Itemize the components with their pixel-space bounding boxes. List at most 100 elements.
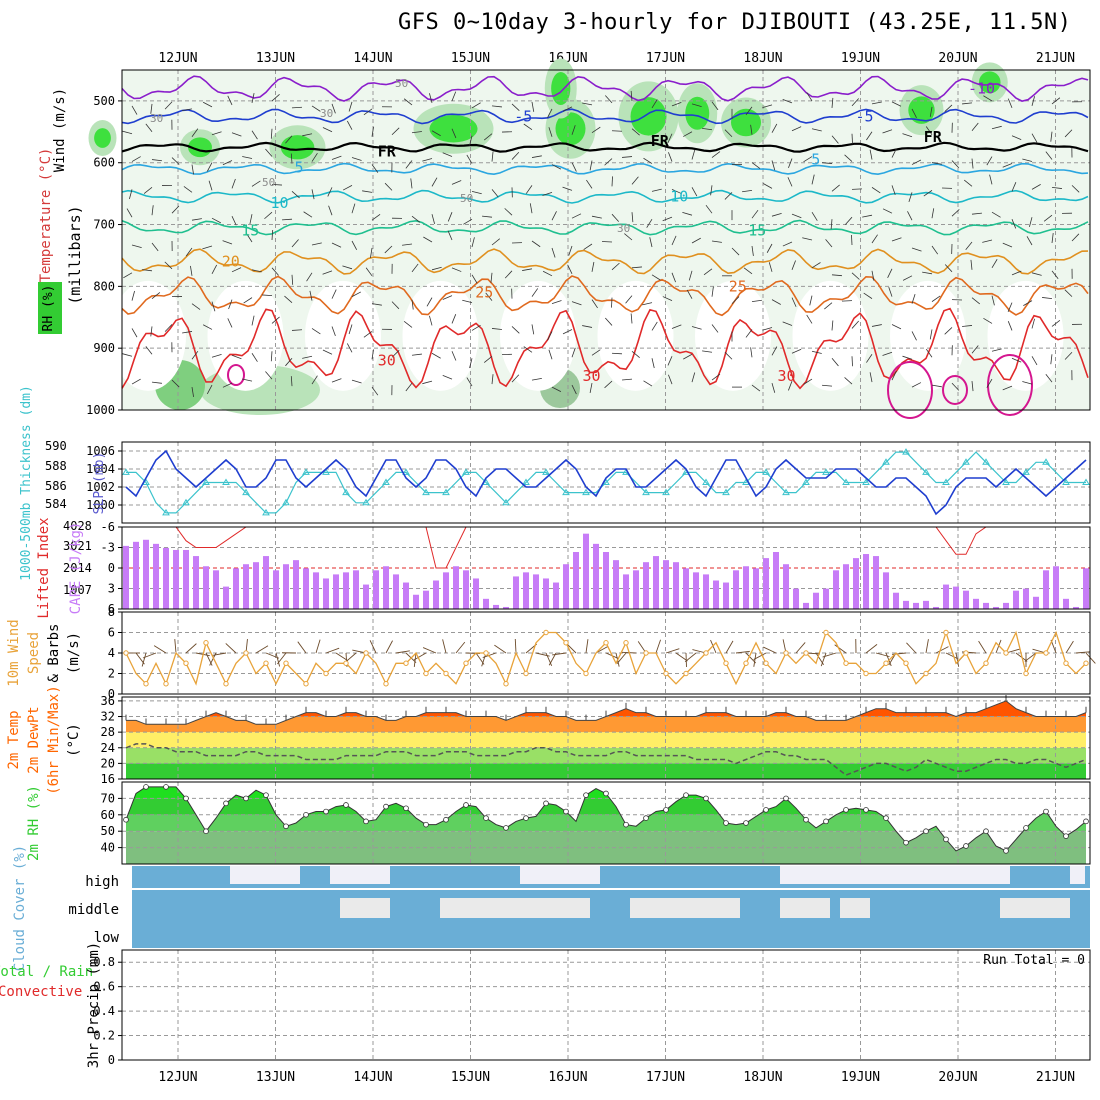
wind-barb (643, 380, 653, 387)
wind-speed-point (863, 670, 869, 677)
surface-wind-barb (585, 639, 589, 654)
wind-barb (311, 375, 318, 385)
wind-speed-point (723, 660, 729, 666)
wind-barb (931, 162, 942, 165)
cape-bar (713, 580, 719, 609)
wind-barb (447, 230, 453, 241)
thickness-line (126, 451, 1086, 514)
surface-wind-barb (275, 652, 281, 667)
wind-barb (405, 160, 413, 169)
wind-barb (991, 259, 998, 269)
thickness-point (1002, 478, 1010, 485)
cape-bar (333, 574, 339, 609)
wind-barb (1050, 131, 1053, 142)
rh-point (823, 818, 829, 825)
wind-barb (811, 211, 818, 221)
wind-barb (151, 292, 161, 299)
wind-barbs-axis-label: & Barbs (46, 623, 62, 682)
wind-barb (291, 329, 303, 331)
surface-wind-barb (753, 652, 767, 660)
precip-tick-label: 0.6 (93, 980, 115, 994)
rh-point (583, 792, 589, 798)
slp-axis-label: SLP (mb) (92, 452, 107, 515)
wind-barb (251, 130, 258, 140)
wind-barb (331, 242, 342, 248)
wind-barb (882, 208, 893, 214)
slp-line (125, 449, 1087, 516)
wind-frame (121, 611, 1091, 695)
wind-barb (944, 264, 953, 273)
wind-barb (403, 320, 413, 328)
wind-barb (902, 133, 913, 138)
rh-contour-label: 50 (460, 192, 473, 205)
wind-barb (471, 190, 482, 195)
rh-point (963, 843, 969, 849)
cape-bar (603, 551, 609, 609)
cape-bar (123, 545, 129, 609)
wind-barb (630, 90, 633, 101)
rh-point (903, 839, 909, 846)
wind-barb (791, 297, 797, 307)
isotherm-line (121, 141, 1089, 153)
cape-bar (283, 564, 289, 609)
wind-barb (983, 95, 993, 102)
thickness-point (422, 488, 430, 496)
middle-cloud-gap (340, 898, 390, 918)
wind-barb (371, 213, 381, 221)
wind-barb (471, 274, 478, 284)
rh-contour-label: 50 (395, 77, 408, 90)
thickness-point (782, 488, 790, 496)
rh-point (1003, 848, 1009, 854)
wind-barb (791, 126, 802, 132)
high-cloud-gap (1070, 866, 1085, 884)
thickness-point (762, 468, 770, 475)
wind-barb (402, 243, 413, 246)
wind10m-axis-label: 10m Wind (6, 619, 22, 686)
wind-barb (291, 239, 299, 248)
rh-point (1023, 825, 1029, 831)
li-tick-label: 6 (108, 602, 115, 616)
wind-barb (891, 185, 896, 195)
cape-bar (1023, 588, 1029, 609)
wind-barb (331, 155, 342, 160)
rh-point (463, 802, 469, 808)
temperature-panel (122, 697, 1090, 779)
cape-bar (493, 604, 499, 609)
wind-barb (668, 152, 673, 162)
surface-wind-barb (225, 643, 237, 654)
wind-speed-point (903, 660, 909, 666)
wind-speed-point (583, 670, 589, 677)
cape-tick-label: 4028 (63, 519, 92, 533)
wind-barb (451, 314, 457, 324)
surface-wind-barb (277, 652, 287, 665)
thickness-point (1022, 468, 1030, 475)
cape-bar (923, 600, 929, 609)
wind-barb (291, 106, 303, 109)
wind-barb (771, 346, 778, 356)
rh-point (923, 828, 929, 834)
rh-point (123, 816, 129, 823)
wind-barb (211, 353, 222, 358)
thickness-point (582, 488, 590, 496)
wind-barb (422, 158, 433, 162)
wind-speed-point (1063, 660, 1069, 666)
wind-barb (261, 294, 273, 297)
wind-barb (451, 180, 462, 185)
wind-barb (809, 295, 813, 306)
wind-barb (523, 346, 533, 353)
wind-barb (983, 317, 993, 324)
rh-point (783, 795, 789, 802)
middle-cloud-gap (630, 898, 740, 918)
wind-barb (422, 380, 433, 385)
cape-bar (443, 572, 449, 609)
wind-barb (931, 245, 939, 255)
wind-barb (249, 214, 253, 225)
wind-barb (866, 354, 873, 363)
run-total-label: Run Total = 0 (983, 953, 1085, 968)
li-tick-label: -3 (101, 541, 115, 555)
wind-barb (643, 157, 653, 164)
wind-barb (211, 264, 218, 275)
cape-bar (173, 549, 179, 609)
cape-bar (203, 566, 209, 609)
wind-barb (711, 373, 721, 381)
